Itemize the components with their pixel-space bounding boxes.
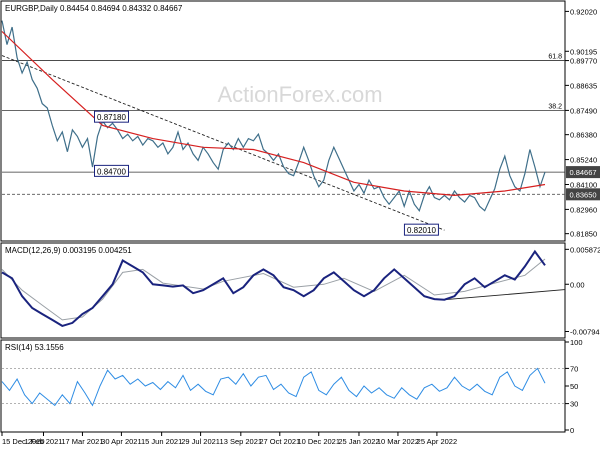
x-tick-label: 30 Apr 2021 [101,437,141,446]
x-tick-label: 13 Sep 2021 [220,437,263,446]
macd-title: MACD(12,26,9) 0.003195 0.004251 [5,246,132,255]
price-annotation-box [94,110,129,123]
macd-line [1,249,546,327]
price-tick-label: 0.86380 [570,131,597,140]
current-price-tag [566,166,600,179]
rsi-tick-label: 50 [570,382,578,391]
rsi-tick-label: 0 [570,426,574,435]
price-tick-label: 0.90195 [570,47,597,56]
macd-tick-label: -0.007945 [570,328,600,337]
price-annotation-label: 0.87180 [97,113,126,122]
price-annotation-label: 0.84700 [97,167,126,176]
price-tick-label: 0.85240 [570,156,597,165]
price-tick-label: 0.89770 [570,57,597,66]
price-tick-label: 0.92020 [570,7,597,16]
price-annotation-box [403,223,439,236]
current-price-label: 0.84667 [569,168,596,177]
macd-tick-label: 0.005872 [570,245,600,254]
macd-signal-line [1,258,546,321]
x-tick-label: 25 Jan 2022 [338,437,379,446]
price-panel: ActionForex.com 61.8 38.2 0.87180 0.84700 0… [0,0,600,242]
rsi-line [1,367,546,407]
price-tick-label: 0.82960 [570,205,597,214]
x-tick-label: 25 Apr 2022 [417,437,457,446]
price-title: EURGBP,Daily 0.84454 0.84694 0.84332 0.8… [5,4,183,13]
x-tick-label: 15 Jun 2021 [141,437,182,446]
level-label: 38.2 [548,103,562,110]
x-tick-label: 1 Feb 2021 [25,437,63,446]
price-annotation-label: 0.82010 [407,226,436,235]
rsi-panel: 100 70 50 30 0 RSI(14) 53.1556 [0,338,583,435]
x-tick-label: 17 Mar 2021 [61,437,103,446]
price-tick-label: 0.81850 [570,230,597,239]
price-panel-frame [0,0,566,242]
x-tick-label: 15 Dec 2020 [2,437,45,446]
rsi-tick-label: 100 [570,338,583,347]
falling-trend-line [1,55,445,231]
macd-trend-line [444,289,566,301]
x-tick-label: 27 Oct 2021 [259,437,300,446]
price-series-line [1,20,546,212]
x-tick-label: 10 Mar 2022 [377,437,419,446]
support-level-tag [566,188,600,201]
macd-panel: 0.005872 0.00 -0.007945 MACD(12,26,9) 0.00… [0,242,600,339]
rsi-title: RSI(14) 53.1556 [5,343,64,352]
price-tick-label: 0.84100 [570,180,597,189]
macd-tick-label: 0.00 [570,280,585,289]
rsi-tick-label: 70 [570,364,578,373]
support-level-label: 0.83650 [569,190,596,199]
x-tick-label: 10 Dec 2021 [297,437,340,446]
price-tick-label: 0.87490 [570,106,597,115]
macd-panel-frame [0,242,566,339]
watermark: ActionForex.com [217,82,382,107]
price-annotation-box [94,164,129,177]
level-label: 61.8 [548,54,562,61]
price-tick-label: 0.88635 [570,81,597,90]
rsi-tick-label: 30 [570,400,578,409]
x-tick-label: 29 Jul 2021 [181,437,220,446]
